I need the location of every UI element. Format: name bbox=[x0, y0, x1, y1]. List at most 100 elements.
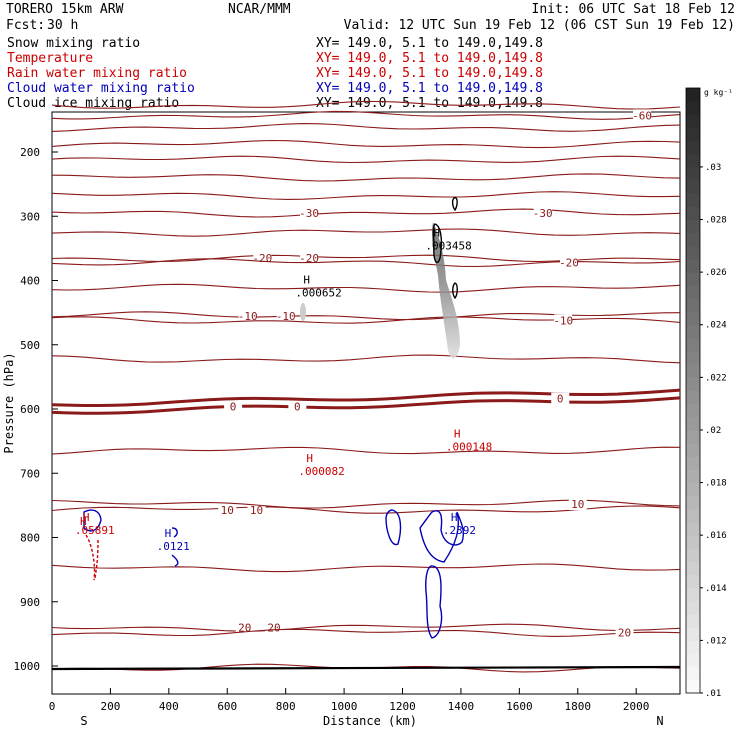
contour-label: 0 bbox=[230, 400, 237, 413]
colorbar-step bbox=[686, 574, 700, 589]
temperature-isoline bbox=[51, 110, 681, 120]
colorbar-step bbox=[686, 337, 700, 352]
temperature-isoline bbox=[51, 191, 681, 200]
contour-label-bg bbox=[615, 626, 634, 639]
contour-label-bg bbox=[238, 309, 257, 322]
cloud-water-contour bbox=[83, 509, 102, 532]
contour-label: 20 bbox=[267, 621, 280, 634]
ground-line bbox=[51, 665, 681, 671]
x-tick-label: 1400 bbox=[448, 700, 475, 713]
field-name: Cloud water mixing ratio bbox=[7, 81, 195, 96]
axes: 0 200 400 600 800 1000 1200 1400 1600 1800 2000200… bbox=[14, 146, 650, 713]
forecast-label: Fcst: bbox=[6, 18, 45, 33]
colorbar-step bbox=[686, 324, 700, 339]
colorbar-unit: g kg⁻¹ bbox=[704, 88, 733, 97]
y-tick-label: 200 bbox=[20, 146, 40, 159]
contour-label-bg bbox=[276, 309, 295, 322]
field-xy-range: XY= 149.0, 5.1 to 149.0,149.8 bbox=[316, 66, 543, 81]
x-tick-label: 600 bbox=[217, 700, 237, 713]
maximum-marker: H bbox=[451, 511, 458, 524]
colorbar-step bbox=[686, 443, 700, 457]
colorbar: .01 .012 .014 .016 .018 .02 .022 .024 .026 .028 .0… bbox=[685, 87, 733, 699]
colorbar-tick-label: .012 bbox=[705, 636, 727, 646]
temperature-isoline bbox=[51, 173, 681, 182]
colorbar-step bbox=[686, 561, 700, 576]
x-axis-label: Distance (km) bbox=[323, 714, 417, 728]
maximum-value: .000652 bbox=[295, 286, 341, 299]
temperature-isoline bbox=[51, 123, 681, 132]
colorbar-step bbox=[686, 390, 700, 405]
snow-patch bbox=[300, 303, 306, 321]
colorbar-step bbox=[686, 285, 700, 299]
field-xy-range: XY= 149.0, 5.1 to 149.0,149.8 bbox=[316, 36, 543, 51]
temperature-isoline bbox=[51, 396, 681, 415]
temperature-isoline bbox=[51, 283, 681, 293]
maximum-value: .05891 bbox=[75, 524, 115, 537]
temperature-isoline bbox=[51, 100, 681, 110]
north-end-label: N bbox=[656, 714, 663, 728]
x-tick-label: 200 bbox=[100, 700, 120, 713]
x-tick-label: 1200 bbox=[389, 700, 416, 713]
temperature-isoline bbox=[51, 155, 681, 164]
colorbar-step bbox=[686, 653, 700, 668]
colorbar-step bbox=[686, 416, 700, 431]
contour-label-bg bbox=[224, 400, 243, 413]
x-tick-label: 1600 bbox=[506, 700, 533, 713]
temperature-isoline bbox=[51, 311, 681, 321]
contour-label: 20 bbox=[618, 627, 631, 640]
colorbar-step bbox=[686, 180, 700, 194]
y-tick-label: 700 bbox=[20, 467, 40, 480]
snow-shading bbox=[300, 222, 460, 359]
contour-label: 0 bbox=[294, 400, 301, 413]
x-tick-label: 1000 bbox=[331, 700, 358, 713]
maximum-marker: H bbox=[306, 452, 313, 465]
mixing-ratio-contours bbox=[83, 197, 465, 639]
colorbar-step bbox=[686, 153, 700, 168]
colorbar-tick-label: .02 bbox=[705, 426, 721, 436]
colorbar-step bbox=[686, 377, 700, 391]
temperature-isoline bbox=[51, 563, 681, 573]
contour-label: 10 bbox=[571, 498, 584, 511]
colorbar-step bbox=[686, 311, 700, 326]
temperature-contours: -60 -30 -30 -20 -20 -20 -10 -10 -10 0 0 0 10 10 10 20 20… bbox=[51, 100, 681, 673]
field-legend: Snow mixing ratio XY= 149.0, 5.1 to 149.0… bbox=[7, 36, 543, 111]
colorbar-step bbox=[686, 219, 700, 234]
temperature-isoline bbox=[51, 388, 681, 407]
temperature-isoline bbox=[51, 354, 681, 364]
contour-label: 0 bbox=[557, 393, 564, 406]
ice-contour bbox=[452, 282, 458, 300]
field-xy-range: XY= 149.0, 5.1 to 149.0,149.8 bbox=[316, 96, 543, 111]
contour-label-bg bbox=[633, 109, 652, 122]
colorbar-step bbox=[686, 114, 700, 128]
colorbar-step bbox=[686, 600, 700, 615]
init-time: Init: 06 UTC Sat 18 Feb 12 bbox=[532, 2, 736, 17]
colorbar-step bbox=[686, 522, 700, 536]
temperature-isoline bbox=[51, 228, 681, 237]
colorbar-step bbox=[686, 206, 700, 221]
ice-contour bbox=[432, 223, 443, 264]
contour-label: -10 bbox=[276, 310, 296, 323]
y-tick-label: 400 bbox=[20, 275, 40, 288]
y-axis-label: Pressure (hPa) bbox=[2, 352, 16, 453]
contour-label-bg bbox=[551, 392, 570, 405]
colorbar-step bbox=[686, 587, 700, 602]
colorbar-step bbox=[686, 88, 700, 102]
y-tick-label: 900 bbox=[20, 596, 40, 609]
colorbar-step bbox=[686, 101, 700, 115]
y-tick-label: 600 bbox=[20, 403, 40, 416]
temperature-isoline bbox=[51, 628, 681, 637]
contour-label-bg bbox=[554, 314, 573, 327]
y-tick-label: 1000 bbox=[14, 660, 41, 673]
colorbar-step bbox=[686, 127, 700, 142]
field-name: Rain water mixing ratio bbox=[7, 66, 187, 81]
field-name: Cloud ice mixing ratio bbox=[7, 96, 179, 111]
contour-label-bg bbox=[533, 207, 552, 220]
field-xy-range: XY= 149.0, 5.1 to 149.0,149.8 bbox=[316, 51, 543, 66]
colorbar-step bbox=[686, 666, 700, 681]
colorbar-step bbox=[686, 456, 700, 470]
contour-label: 10 bbox=[250, 504, 263, 517]
contour-label: -10 bbox=[553, 314, 573, 327]
contour-label: 10 bbox=[221, 504, 234, 517]
